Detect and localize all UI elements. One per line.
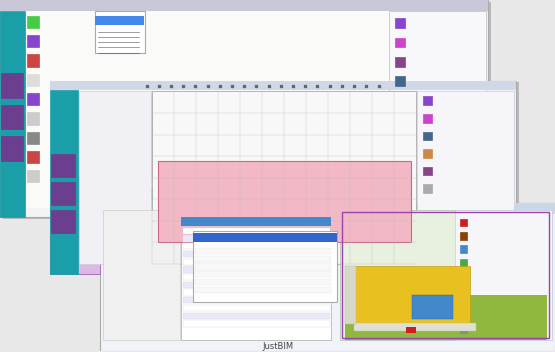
Bar (193, 232, 337, 302)
Bar (460, 219, 467, 226)
Bar (395, 115, 405, 125)
FancyBboxPatch shape (3, 2, 491, 219)
Bar (27, 132, 39, 144)
Bar (27, 54, 39, 67)
Bar (395, 38, 405, 48)
FancyBboxPatch shape (100, 203, 555, 351)
Bar (183, 313, 330, 319)
Bar (423, 166, 432, 175)
Bar (27, 35, 39, 48)
Bar (183, 305, 330, 311)
Bar (183, 243, 330, 249)
Bar (98, 189, 383, 198)
Bar (460, 312, 467, 320)
Bar (395, 134, 405, 144)
Bar (158, 161, 411, 242)
Bar (345, 266, 356, 325)
Bar (50, 90, 78, 274)
Bar (183, 297, 330, 303)
Bar (460, 325, 467, 333)
Bar (460, 245, 467, 253)
Bar (460, 298, 467, 306)
Bar (388, 11, 486, 207)
Bar (181, 218, 331, 226)
FancyBboxPatch shape (53, 82, 519, 275)
Bar (395, 18, 405, 28)
Bar (342, 212, 549, 339)
Bar (345, 295, 547, 340)
FancyBboxPatch shape (100, 203, 555, 214)
Bar (354, 323, 476, 332)
Bar (181, 210, 331, 340)
Bar (395, 57, 405, 67)
Bar (152, 91, 416, 264)
Bar (79, 91, 151, 264)
Bar (0, 11, 25, 218)
Bar (195, 287, 331, 293)
Bar (26, 11, 388, 207)
Bar (195, 248, 331, 254)
Bar (103, 210, 180, 340)
Bar (183, 220, 330, 226)
Bar (27, 74, 39, 86)
Bar (193, 233, 337, 242)
Bar (1, 137, 23, 161)
Bar (27, 93, 39, 105)
Bar (183, 228, 330, 234)
FancyBboxPatch shape (50, 81, 516, 274)
FancyBboxPatch shape (50, 81, 516, 90)
Bar (195, 256, 331, 262)
Bar (51, 154, 75, 177)
Bar (455, 210, 552, 340)
Bar (423, 184, 432, 193)
Text: JustBIM: JustBIM (262, 342, 293, 351)
FancyBboxPatch shape (103, 205, 555, 352)
Bar (423, 114, 432, 123)
Bar (183, 251, 330, 257)
FancyBboxPatch shape (0, 0, 488, 218)
Bar (423, 96, 432, 105)
Bar (195, 263, 331, 270)
Bar (423, 149, 432, 158)
Bar (354, 266, 471, 325)
Bar (460, 258, 467, 266)
Bar (98, 98, 383, 175)
Bar (1, 73, 23, 98)
Bar (51, 210, 75, 233)
Bar (460, 232, 467, 240)
Bar (51, 182, 75, 205)
Bar (395, 153, 405, 163)
Bar (27, 112, 39, 125)
FancyBboxPatch shape (0, 0, 488, 11)
Bar (50, 177, 100, 274)
Bar (395, 76, 405, 86)
Bar (412, 295, 453, 319)
Bar (1, 105, 23, 130)
Bar (423, 132, 432, 140)
Bar (183, 258, 330, 265)
Bar (183, 274, 330, 280)
Bar (183, 235, 330, 242)
Bar (395, 95, 405, 105)
Bar (195, 271, 331, 277)
Bar (95, 16, 144, 25)
Bar (183, 289, 330, 296)
Bar (406, 327, 416, 333)
Bar (460, 272, 467, 279)
Bar (460, 285, 467, 293)
Bar (417, 91, 514, 264)
Bar (340, 210, 552, 340)
Bar (27, 151, 39, 163)
Bar (27, 170, 39, 182)
Bar (195, 279, 331, 285)
Bar (183, 320, 330, 327)
Bar (95, 11, 145, 52)
Bar (183, 266, 330, 272)
Bar (183, 282, 330, 288)
Bar (27, 16, 39, 28)
